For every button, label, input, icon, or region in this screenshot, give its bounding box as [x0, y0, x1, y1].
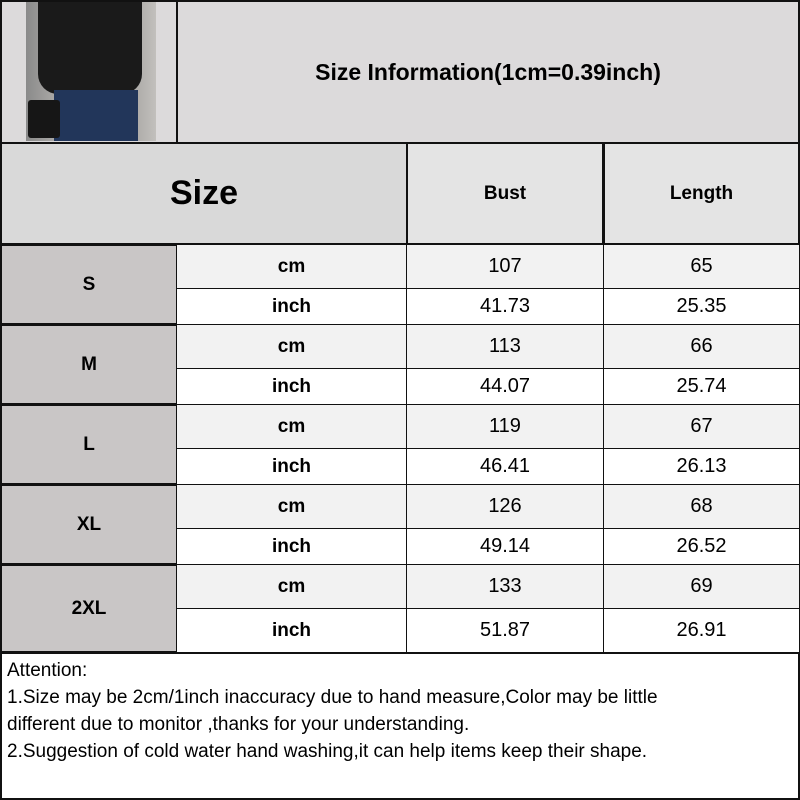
unit-cm-label: cm: [176, 564, 407, 609]
bust-column-header: Bust: [406, 142, 604, 245]
length-inch-value: 25.35: [603, 288, 800, 325]
bust-inch-value: 46.41: [406, 448, 604, 485]
bust-cm-value: 133: [406, 564, 604, 609]
note-line: 2.Suggestion of cold water hand washing,…: [7, 741, 648, 762]
bust-inch-value: 44.07: [406, 368, 604, 405]
attention-notes: Attention: 1.Size may be 2cm/1inch inacc…: [0, 652, 800, 800]
length-cm-value: 67: [603, 404, 800, 449]
length-cm-value: 68: [603, 484, 800, 529]
unit-inch-label: inch: [176, 288, 407, 325]
size-label: S: [0, 244, 178, 325]
unit-cm-label: cm: [176, 244, 407, 289]
note-line: 1.Size may be 2cm/1inch inaccuracy due t…: [7, 687, 658, 708]
size-info-title: Size Information(1cm=0.39inch): [176, 0, 800, 144]
unit-cm-label: cm: [176, 324, 407, 369]
notes-heading: Attention:: [7, 660, 88, 681]
bust-cm-value: 113: [406, 324, 604, 369]
size-label: L: [0, 404, 178, 485]
unit-inch-label: inch: [176, 608, 407, 653]
size-column-header: Size: [0, 142, 408, 245]
unit-inch-label: inch: [176, 448, 407, 485]
length-inch-value: 25.74: [603, 368, 800, 405]
unit-inch-label: inch: [176, 368, 407, 405]
length-inch-value: 26.13: [603, 448, 800, 485]
bust-cm-value: 107: [406, 244, 604, 289]
bust-inch-value: 51.87: [406, 608, 604, 653]
note-line: different due to monitor ,thanks for you…: [7, 714, 470, 735]
bust-cm-value: 126: [406, 484, 604, 529]
product-photo: [26, 2, 156, 141]
bust-cm-value: 119: [406, 404, 604, 449]
product-photo-cell: [0, 0, 178, 144]
size-label: 2XL: [0, 564, 178, 653]
length-cm-value: 69: [603, 564, 800, 609]
length-inch-value: 26.52: [603, 528, 800, 565]
length-cm-value: 65: [603, 244, 800, 289]
bust-inch-value: 41.73: [406, 288, 604, 325]
unit-cm-label: cm: [176, 404, 407, 449]
length-column-header: Length: [603, 142, 800, 245]
unit-cm-label: cm: [176, 484, 407, 529]
length-inch-value: 26.91: [603, 608, 800, 653]
bust-inch-value: 49.14: [406, 528, 604, 565]
unit-inch-label: inch: [176, 528, 407, 565]
size-label: M: [0, 324, 178, 405]
size-label: XL: [0, 484, 178, 565]
length-cm-value: 66: [603, 324, 800, 369]
